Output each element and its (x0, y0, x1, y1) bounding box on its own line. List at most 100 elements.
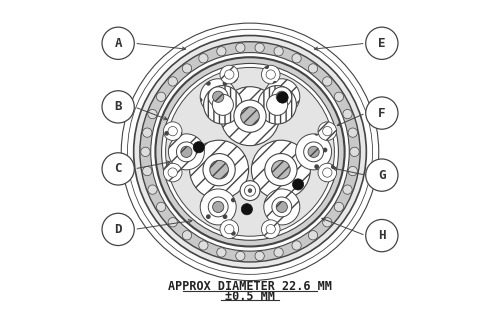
Text: E: E (378, 37, 386, 50)
Circle shape (212, 94, 234, 115)
Text: B: B (114, 100, 122, 113)
Circle shape (265, 154, 297, 186)
Circle shape (224, 70, 234, 79)
Circle shape (102, 27, 134, 59)
Text: D: D (114, 223, 122, 236)
Circle shape (266, 224, 276, 234)
Circle shape (168, 168, 177, 177)
Text: A: A (114, 37, 122, 50)
Circle shape (203, 154, 235, 186)
Circle shape (220, 220, 238, 239)
Circle shape (322, 168, 332, 177)
Circle shape (343, 185, 352, 194)
Circle shape (292, 241, 302, 250)
Circle shape (264, 79, 300, 115)
Circle shape (322, 77, 332, 86)
Circle shape (366, 159, 398, 191)
Circle shape (274, 248, 283, 257)
Circle shape (334, 92, 344, 101)
Circle shape (234, 100, 266, 132)
Circle shape (348, 128, 358, 137)
Circle shape (220, 87, 280, 146)
Circle shape (266, 94, 287, 115)
Circle shape (318, 122, 336, 141)
Circle shape (200, 79, 236, 115)
Text: APPROX DIAMETER 22.6 MM: APPROX DIAMETER 22.6 MM (168, 280, 332, 293)
Circle shape (272, 87, 291, 107)
Circle shape (216, 47, 226, 56)
Circle shape (208, 197, 228, 217)
Circle shape (272, 160, 290, 179)
Circle shape (348, 167, 358, 176)
Circle shape (208, 87, 228, 107)
Circle shape (102, 153, 134, 185)
Circle shape (334, 202, 344, 212)
Circle shape (276, 201, 287, 213)
Circle shape (122, 23, 378, 280)
Circle shape (193, 141, 204, 153)
Text: H: H (378, 229, 386, 242)
Circle shape (140, 42, 360, 262)
Circle shape (212, 201, 224, 213)
Circle shape (318, 163, 336, 182)
Circle shape (181, 146, 192, 157)
Circle shape (308, 64, 318, 73)
Circle shape (156, 202, 166, 212)
Circle shape (322, 126, 332, 136)
Circle shape (216, 248, 226, 257)
Circle shape (292, 54, 302, 63)
Circle shape (244, 185, 256, 196)
Circle shape (204, 85, 242, 124)
Circle shape (276, 91, 287, 102)
Text: F: F (378, 106, 386, 120)
Circle shape (220, 65, 238, 84)
Circle shape (308, 231, 318, 240)
Circle shape (252, 140, 310, 199)
Circle shape (292, 179, 304, 190)
Circle shape (258, 85, 296, 124)
Circle shape (224, 224, 234, 234)
Circle shape (150, 53, 350, 251)
Circle shape (366, 97, 398, 129)
Circle shape (182, 64, 192, 73)
Circle shape (198, 241, 208, 250)
Circle shape (141, 147, 150, 156)
Circle shape (277, 92, 288, 103)
Circle shape (236, 251, 245, 261)
Circle shape (198, 54, 208, 63)
Circle shape (168, 126, 177, 136)
Circle shape (242, 204, 252, 215)
Text: G: G (378, 169, 386, 182)
Circle shape (166, 68, 334, 236)
Circle shape (248, 189, 252, 192)
Circle shape (322, 218, 332, 227)
Circle shape (142, 167, 152, 176)
Circle shape (164, 163, 182, 182)
Circle shape (304, 142, 324, 162)
Circle shape (168, 77, 177, 86)
Circle shape (102, 213, 134, 245)
Circle shape (262, 220, 280, 239)
Circle shape (350, 147, 359, 156)
Circle shape (366, 219, 398, 252)
Circle shape (296, 134, 332, 170)
Circle shape (142, 128, 152, 137)
Circle shape (255, 43, 264, 52)
Circle shape (308, 146, 319, 157)
Circle shape (176, 142, 197, 162)
Circle shape (190, 140, 248, 199)
Circle shape (343, 110, 352, 119)
Circle shape (156, 92, 166, 101)
Circle shape (240, 107, 260, 126)
Circle shape (168, 134, 204, 170)
Circle shape (262, 65, 280, 84)
Circle shape (272, 197, 291, 217)
Circle shape (102, 91, 134, 123)
Circle shape (240, 181, 260, 201)
Circle shape (162, 64, 338, 240)
Circle shape (128, 29, 372, 275)
Circle shape (264, 189, 300, 225)
Circle shape (156, 57, 344, 246)
Circle shape (148, 110, 157, 119)
Circle shape (266, 70, 276, 79)
